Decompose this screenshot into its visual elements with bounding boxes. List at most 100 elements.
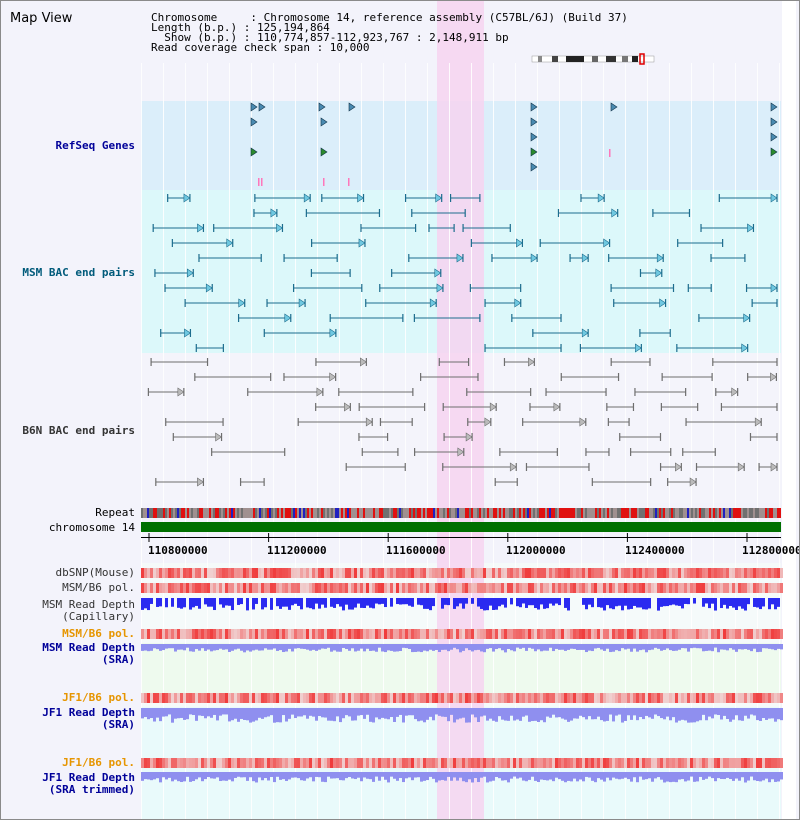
repeat-segment [535,508,537,518]
msm-b6-pol-band [624,583,627,593]
jf1-b6-pol-trim-band [261,758,264,768]
msm-b6-pol-band [726,583,729,593]
jf1-trim-depth-bar [468,772,471,780]
msm-b6-pol-band [180,583,183,593]
dbsnp-band [429,568,432,578]
jf1-b6-pol-band [648,693,651,703]
msm-b6-pol-sra-band [699,629,702,639]
chromosome-bar [141,522,781,532]
msm-sra-depth-bar [318,644,321,650]
msm-capillary-depth-bar [369,598,372,608]
msm-bac-pair-arrow [514,298,522,308]
msm-b6-pol-band [513,583,516,593]
jf1-sra-depth-bar [453,708,456,723]
repeat-segment [415,508,417,518]
msm-sra-depth-bar [372,644,375,651]
jf1-b6-pol-trim-band [207,758,210,768]
msm-b6-pol-sra-band [243,629,246,639]
repeat-segment [359,508,361,518]
msm-sra-depth-bar [237,644,240,649]
jf1-b6-pol-trim-band [780,758,783,768]
msm-b6-pol-band [303,583,306,593]
dbsnp-band [681,568,684,578]
repeat-segment [529,508,531,518]
jf1-b6-pol-trim-band [153,758,156,768]
jf1-sra-depth-bar [528,708,531,722]
jf1-b6-pol-trim-band [174,758,177,768]
msm-sra-depth-bar [264,644,267,649]
jf1-b6-pol-band [366,693,369,703]
msm-capillary-depth-bar [582,598,585,605]
jf1-sra-depth-bar [144,708,147,718]
msm-sra-depth-bar [642,644,645,650]
dbsnp-band [573,568,576,578]
jf1-b6-pol-band [216,693,219,703]
repeat-segment [697,508,699,518]
msm-capillary-depth-bar [339,598,342,607]
repeat-segment [723,508,725,518]
msm-bac-pair-end [484,344,562,352]
msm-b6-pol-sra-band [156,629,159,639]
msm-sra-depth-bar [618,644,621,652]
jf1-b6-pol-band [588,693,591,703]
msm-b6-pol-band [516,583,519,593]
jf1-sra-depth-bar [537,708,540,722]
msm-sra-depth-bar [498,644,501,649]
msm-b6-pol-sra-band [537,629,540,639]
jf1-b6-pol-trim-band [552,758,555,768]
jf1-b6-pol-trim-band [588,758,591,768]
msm-capillary-depth-bar [693,598,696,604]
jf1-trim-depth-bar [474,772,477,779]
jf1-sra-depth-bar [234,708,237,719]
jf1-b6-pol-band [546,693,549,703]
chromosome-ideogram[interactable] [530,53,657,65]
msm-b6-pol-sra-band [150,629,153,639]
jf1-b6-pol-band [450,693,453,703]
jf1-trim-depth-bar [630,772,633,782]
repeat-segment [249,508,251,518]
jf1-sra-depth-bar [213,708,216,715]
jf1-b6-pol-trim-band [702,758,705,768]
jf1-sra-depth-bar [504,708,507,721]
repeat-segment [423,508,425,518]
msm-sra-depth-bar [225,644,228,650]
dbsnp-band [345,568,348,578]
jf1-sra-depth-bar [549,708,552,718]
jf1-b6-pol-band [315,693,318,703]
repeat-segment [431,508,433,518]
jf1-sra-depth-bar [357,708,360,716]
jf1-sra-depth-bar [324,708,327,718]
msm-b6-pol-band [444,583,447,593]
msm-b6-pol-band [633,583,636,593]
repeat-segment [585,508,587,518]
dbsnp-band [288,568,291,578]
msm-b6-pol-sra-band [264,629,267,639]
repeat-segment [207,508,209,518]
jf1-b6-pol-trim-band [528,758,531,768]
jf1-b6-pol-trim-band [639,758,642,768]
jf1-b6-pol-trim-band [762,758,765,768]
dbsnp-band [645,568,648,578]
dbsnp-band [699,568,702,578]
msm-capillary-depth-bar [225,598,228,606]
msm-capillary-depth-bar [732,598,735,608]
jf1-trim-depth-bar [444,772,447,781]
repeat-segment [455,508,457,518]
msm-capillary-depth-bar [231,598,234,611]
repeat-segment [459,508,461,518]
repeat-segment [187,508,189,518]
repeat-segment [733,508,735,518]
repeat-segment [143,508,145,518]
repeat-segment [273,508,275,518]
track-features[interactable] [141,102,783,783]
jf1-sra-depth-bar [342,708,345,719]
jf1-b6-pol-trim-band [387,758,390,768]
msm-capillary-depth-bar [747,598,750,605]
msm-sra-depth-bar [507,644,510,649]
dbsnp-band [261,568,264,578]
msm-sra-depth-bar [744,644,747,650]
repeat-segment [345,508,347,518]
repeat-segment [523,508,525,518]
repeat-segment [687,508,689,518]
